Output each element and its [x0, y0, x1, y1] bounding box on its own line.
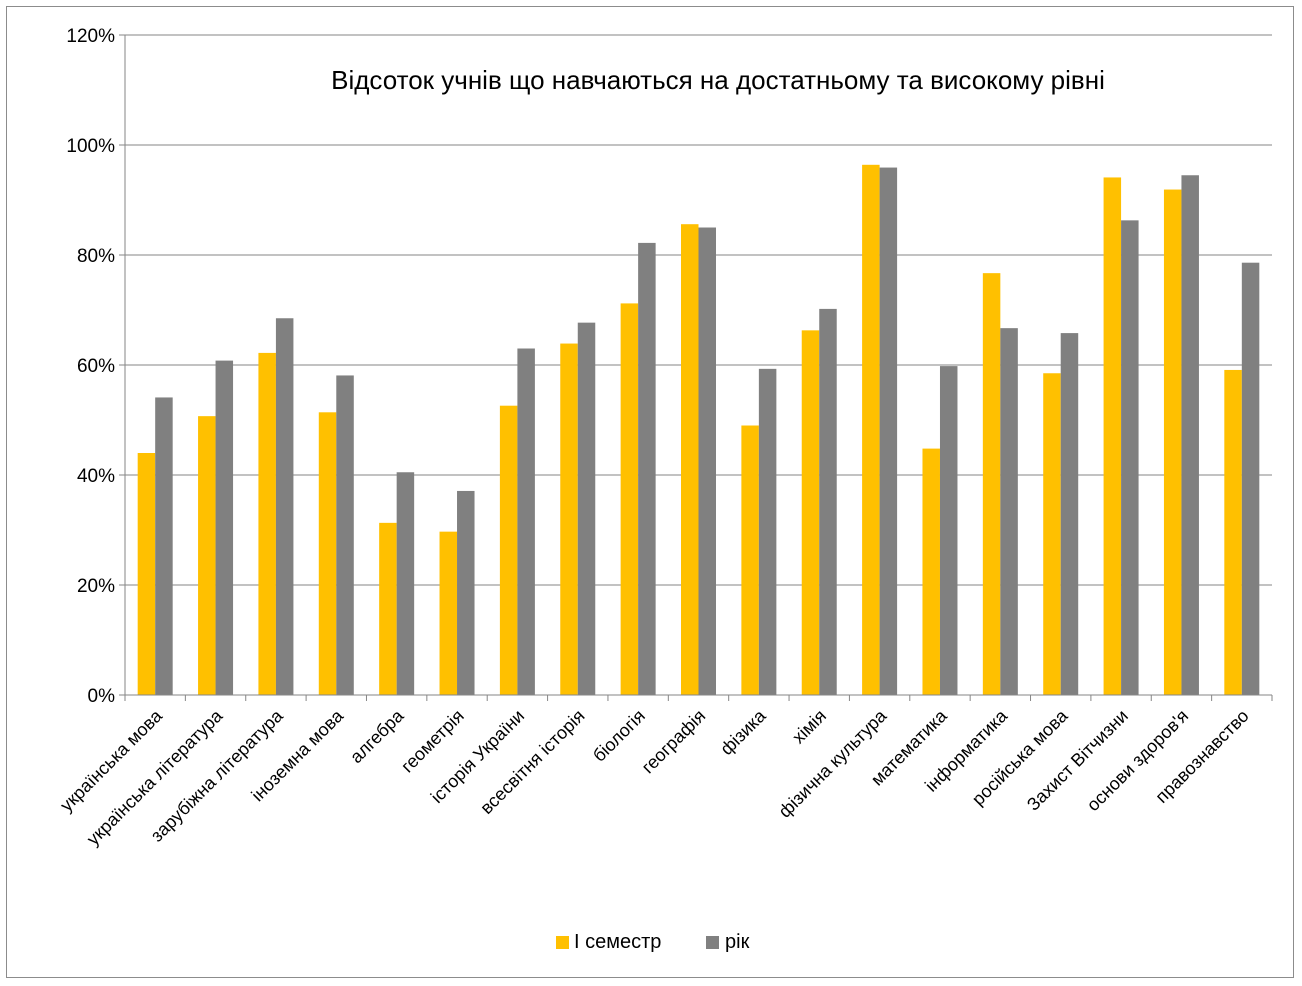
bar-semester-14	[982, 273, 1001, 695]
legend-swatch-semester	[556, 936, 569, 949]
y-tick-label: 20%	[77, 576, 115, 597]
bar-semester-15	[1043, 373, 1061, 695]
category-label: фізична культура	[775, 705, 892, 822]
legend-label-semester: І семестр	[574, 931, 661, 953]
bar-year-2	[275, 318, 294, 695]
y-tick-label: 100%	[66, 136, 115, 157]
bar-semester-17	[1163, 189, 1182, 696]
bar-semester-0	[137, 453, 156, 695]
bar-semester-5	[439, 531, 458, 695]
bar-year-10	[758, 368, 777, 695]
category-label: фізика	[716, 705, 770, 759]
legend: І семестр рік	[556, 931, 750, 953]
bar-year-7	[577, 322, 596, 695]
category-label: хімія	[788, 706, 830, 748]
category-label: алгебра	[346, 705, 408, 767]
x-axis-tick-marks	[124, 695, 1273, 701]
y-tick-label: 120%	[66, 26, 115, 47]
bar-year-14	[1000, 328, 1018, 695]
bar-semester-7	[560, 343, 578, 695]
bar-semester-8	[620, 303, 639, 695]
bar-semester-2	[258, 352, 276, 695]
bars	[137, 164, 1260, 696]
legend-label-year: рік	[725, 931, 750, 953]
category-label: українська мова	[56, 705, 166, 815]
bar-year-5	[457, 490, 475, 695]
chart-title: Відсоток учнів що навчаються на достатнь…	[331, 65, 1105, 95]
bar-semester-9	[681, 224, 699, 695]
bar-semester-3	[318, 412, 337, 695]
category-label: біологія	[589, 706, 649, 766]
category-label: основи здоров'я	[1083, 706, 1192, 815]
bar-year-17	[1181, 175, 1199, 695]
bar-year-3	[336, 375, 354, 695]
bar-semester-12	[862, 164, 880, 696]
bar-year-12	[879, 167, 898, 696]
bar-year-9	[698, 227, 716, 695]
bar-semester-16	[1103, 177, 1122, 695]
y-tick-label: 80%	[77, 246, 115, 267]
y-tick-label: 0%	[88, 686, 116, 707]
bar-year-8	[638, 242, 656, 695]
bar-semester-11	[801, 330, 820, 695]
bar-year-6	[517, 348, 535, 695]
bar-semester-1	[198, 416, 216, 695]
legend-swatch-year	[706, 936, 719, 949]
category-label: Захист Вітчизни	[1023, 706, 1132, 815]
bar-year-0	[155, 397, 173, 695]
bar-semester-6	[499, 405, 518, 695]
bar-year-1	[215, 360, 234, 695]
bar-semester-13	[922, 448, 940, 695]
category-label: географія	[638, 706, 710, 778]
bar-semester-10	[741, 425, 759, 695]
bar-semester-18	[1224, 369, 1242, 695]
bar-year-16	[1121, 220, 1139, 695]
y-tick-label: 40%	[77, 466, 115, 487]
y-axis-tick-labels: 0% 20% 40% 60% 80% 100% 120%	[66, 26, 115, 707]
y-tick-label: 60%	[77, 356, 115, 377]
bar-year-13	[939, 366, 958, 695]
category-label: всесвітня історія	[476, 706, 588, 818]
bar-year-15	[1060, 333, 1079, 695]
bar-year-18	[1241, 262, 1260, 695]
bar-year-4	[396, 472, 415, 695]
bar-year-11	[819, 308, 837, 695]
bar-semester-4	[379, 522, 397, 695]
